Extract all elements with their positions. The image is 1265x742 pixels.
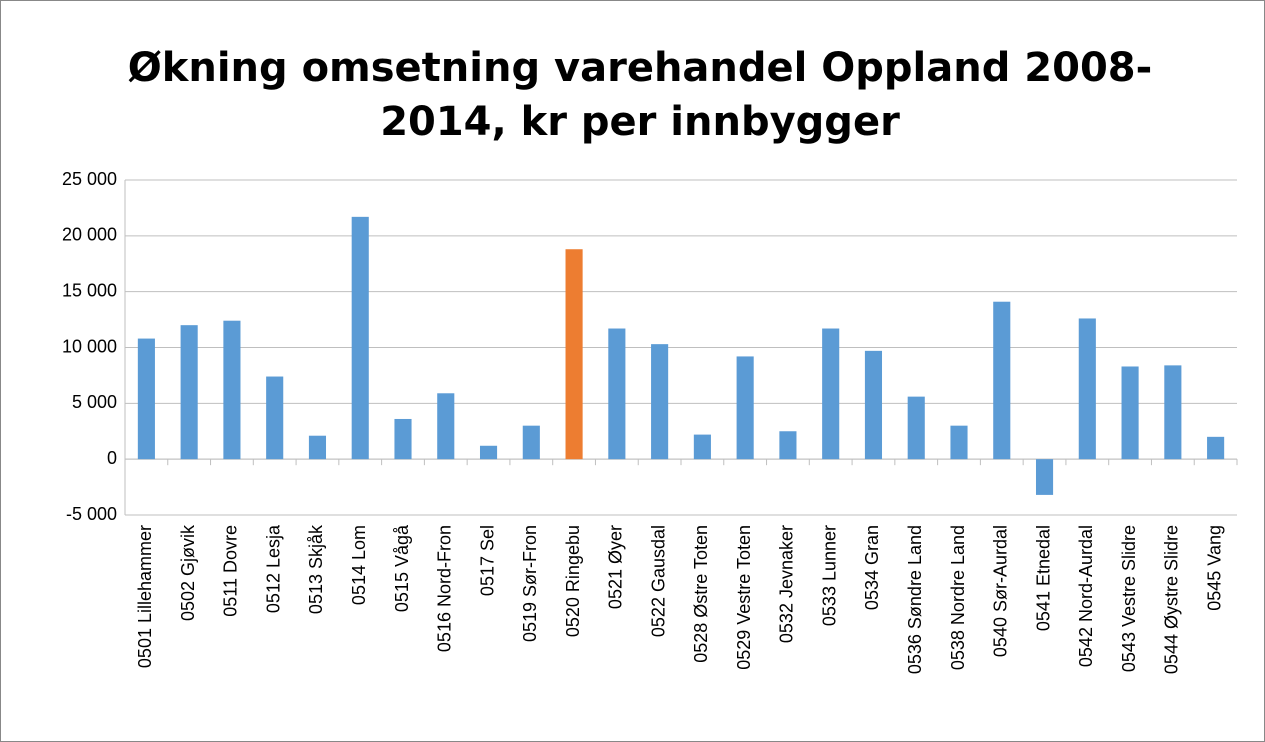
bar	[394, 418, 412, 460]
x-tick-label: 0519 Sør-Fron	[520, 525, 540, 642]
x-tick-label: 0543 Vestre Slidre	[1119, 525, 1139, 672]
chart-title: Økning omsetning varehandel Oppland 2008…	[128, 45, 1152, 91]
x-tick-label: 0541 Etnedal	[1033, 525, 1053, 631]
x-tick-label: 0517 Sel	[477, 525, 497, 596]
bar	[907, 396, 925, 460]
bar	[266, 376, 284, 460]
x-tick-label: 0542 Nord-Aurdal	[1076, 525, 1096, 667]
x-tick-label: 0512 Lesja	[263, 524, 283, 613]
bar	[736, 356, 754, 460]
x-tick-label: 0502 Gjøvik	[178, 524, 198, 621]
y-tick-label: 20 000	[62, 225, 117, 245]
x-tick-label: 0529 Vestre Toten	[734, 525, 754, 670]
bar	[993, 301, 1011, 460]
x-tick-label: 0540 Sør-Aurdal	[991, 525, 1011, 657]
bar	[565, 249, 583, 460]
x-tick-label: 0533 Lunner	[819, 525, 839, 626]
x-tick-label: 0522 Gausdal	[648, 525, 668, 637]
bar	[308, 435, 327, 460]
chart-title: 2014, kr per innbygger	[380, 99, 900, 145]
bar	[137, 338, 155, 460]
bar	[351, 216, 369, 460]
x-tick-label: 0521 Øyer	[606, 525, 626, 609]
y-tick-label: 5 000	[72, 392, 117, 412]
bar	[1207, 436, 1225, 460]
x-tick-label: 0538 Nordre Land	[948, 525, 968, 670]
x-tick-label: 0545 Vang	[1204, 525, 1224, 611]
bar	[522, 425, 540, 460]
x-tick-label: 0515 Vågå	[392, 524, 412, 612]
x-tick-label: 0513 Skjåk	[306, 524, 326, 614]
x-tick-label: 0511 Dovre	[221, 525, 241, 617]
y-tick-label: 15 000	[62, 280, 117, 300]
y-tick-label: 10 000	[62, 336, 117, 356]
x-tick-label: 0501 Lillehammer	[135, 525, 155, 668]
bar	[1164, 365, 1182, 460]
x-tick-label: 0516 Nord-Fron	[435, 525, 455, 652]
bar	[1121, 366, 1139, 460]
y-tick-label: 0	[107, 448, 117, 468]
y-tick-label: -5 000	[66, 504, 117, 524]
bar	[950, 425, 968, 460]
bar	[479, 445, 498, 460]
bar	[651, 344, 669, 460]
x-tick-label: 0544 Øystre Slidre	[1162, 525, 1182, 674]
bar	[1078, 318, 1096, 460]
bar	[223, 320, 241, 460]
bar	[693, 434, 711, 460]
bar	[1035, 459, 1054, 495]
bar	[864, 350, 883, 460]
bar	[779, 431, 797, 460]
x-tick-label: 0514 Lom	[349, 525, 369, 605]
x-tick-label: 0528 Østre Toten	[691, 525, 711, 663]
x-tick-label: 0520 Ringebu	[563, 525, 583, 637]
bar	[822, 328, 840, 460]
y-tick-label: 25 000	[62, 169, 117, 189]
x-tick-label: 0534 Gran	[862, 525, 882, 610]
x-tick-label: 0536 Søndre Land	[905, 525, 925, 674]
bar	[437, 393, 455, 460]
x-tick-label: 0532 Jevnaker	[777, 525, 797, 643]
bar	[180, 325, 198, 460]
bar	[608, 328, 626, 460]
